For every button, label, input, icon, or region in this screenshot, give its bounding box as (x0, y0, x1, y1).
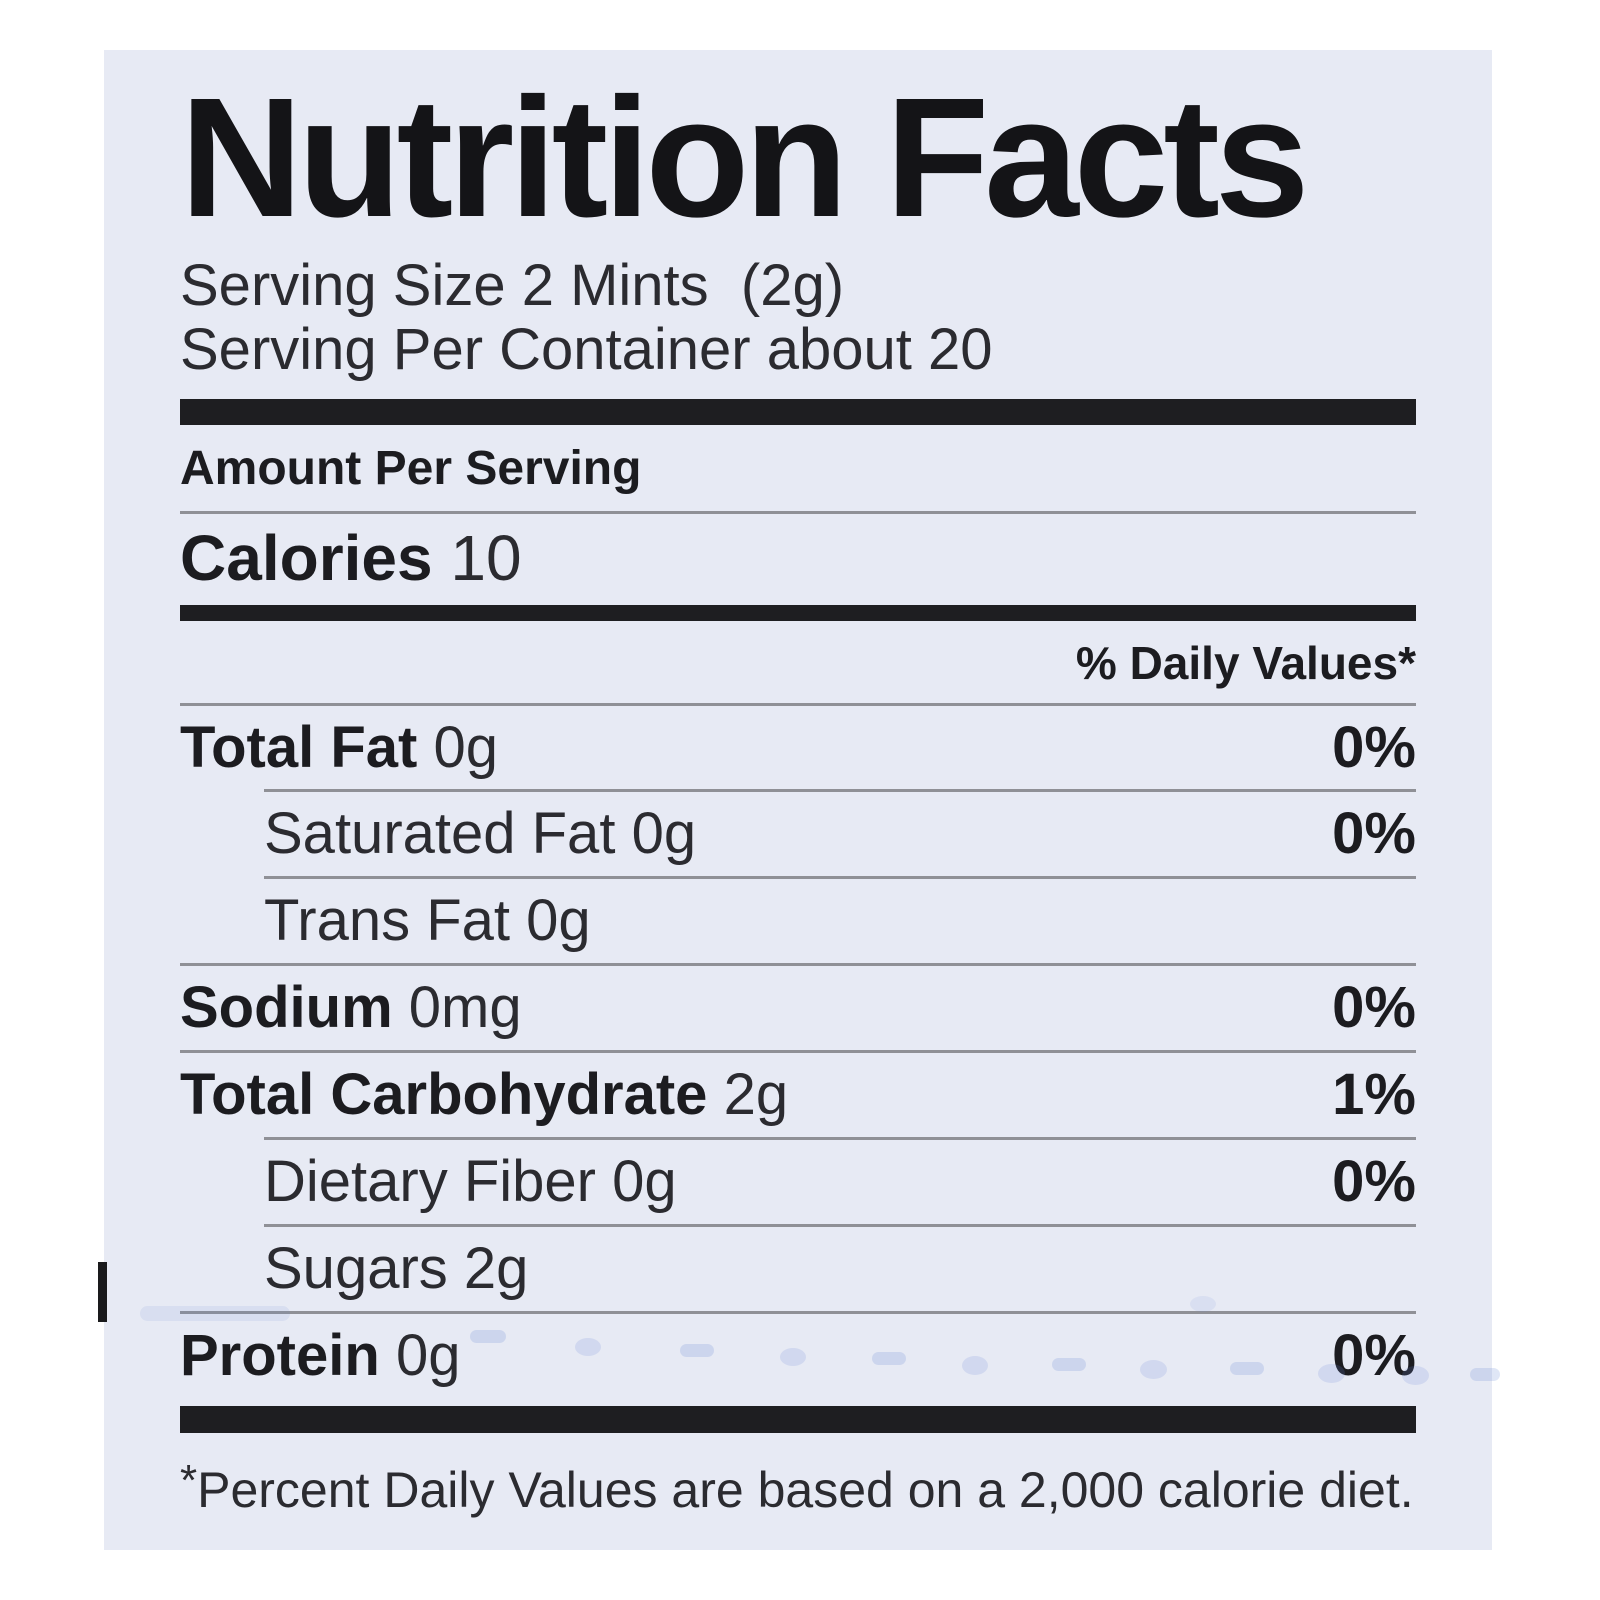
divider-thick-top (180, 399, 1416, 426)
nutrient-daily-value: 0% (1332, 975, 1416, 1041)
scan-artifact (962, 1356, 988, 1375)
calories-label: Calories (180, 522, 433, 595)
nutrient-row-total-carbohydrate: Total Carbohydrate 2g 1% (180, 1050, 1416, 1137)
servings-per-container-line: Serving Per Container about 20 (180, 317, 993, 383)
scan-artifact (140, 1306, 290, 1321)
nutrient-row-sodium: Sodium 0mg 0% (180, 963, 1416, 1050)
nutrient-daily-value: 0% (1332, 1322, 1416, 1388)
nutrient-daily-value: 0% (1332, 801, 1416, 867)
nutrient-daily-value: 0% (1332, 714, 1416, 780)
nutrient-amount: 2g (723, 1062, 789, 1128)
nutrient-name: Trans Fat (264, 888, 511, 954)
nutrient-text: Total Fat 0g (180, 714, 498, 780)
amount-per-serving-header: Amount Per Serving (180, 445, 1416, 515)
nutrient-daily-value: 1% (1332, 1062, 1416, 1128)
nutrient-name: Total Carbohydrate (180, 1062, 708, 1128)
nutrition-facts-label: Nutrition Facts Serving Size 2 Mints (2g… (104, 50, 1492, 1550)
footnote: *Percent Daily Values are based on a 2,0… (180, 1455, 1416, 1518)
scan-artifact (680, 1344, 714, 1357)
nutrient-amount: 0g (433, 714, 498, 780)
nutrient-row-sugars: Sugars 2g (264, 1223, 1416, 1311)
nutrient-row-trans-fat: Trans Fat 0g (264, 876, 1416, 963)
nutrient-text: Sodium 0mg (180, 975, 522, 1041)
divider-thick-bottom (180, 1405, 1416, 1433)
scan-artifact (872, 1352, 906, 1365)
scan-artifact (575, 1338, 601, 1356)
nutrient-text: Total Carbohydrate 2g (180, 1062, 789, 1128)
nutrient-text: Protein 0g (180, 1322, 461, 1388)
footnote-asterisk: * (180, 1455, 198, 1505)
footnote-text: Percent Daily Values are based on a 2,00… (197, 1461, 1414, 1518)
nutrient-amount: 0mg (408, 975, 522, 1041)
scan-artifact (1140, 1360, 1167, 1379)
nutrient-row-dietary-fiber: Dietary Fiber 0g 0% (264, 1137, 1416, 1224)
nutrient-amount: 0g (526, 888, 591, 954)
nutrient-amount: 0g (612, 1149, 677, 1215)
nutrient-amount: 0g (395, 1322, 461, 1388)
nutrient-name: Protein (180, 1322, 380, 1388)
scan-artifact (1402, 1366, 1429, 1385)
calories-value: 10 (450, 522, 522, 595)
nutrient-name: Sugars (264, 1235, 448, 1301)
nutrient-amount: 0g (631, 801, 697, 867)
nutrient-text: Dietary Fiber 0g (264, 1149, 677, 1215)
nutrient-row-total-fat: Total Fat 0g 0% (180, 706, 1416, 790)
scan-artifact (780, 1348, 806, 1366)
scan-artifact (1470, 1368, 1500, 1381)
nutrient-text: Trans Fat 0g (264, 888, 591, 954)
scan-artifact-edge-mark (98, 1262, 107, 1322)
nutrient-name: Sodium (180, 975, 393, 1041)
scan-artifact (1052, 1358, 1086, 1371)
scan-artifact (1190, 1296, 1216, 1312)
scan-artifact (1318, 1364, 1345, 1383)
nutrient-text: Saturated Fat 0g (264, 804, 696, 865)
nutrient-row-saturated-fat: Saturated Fat 0g 0% (264, 789, 1416, 876)
nutrient-amount: 2g (463, 1235, 529, 1301)
divider-medium (180, 604, 1416, 621)
calories-row: Calories 10 (180, 514, 1416, 604)
nutrient-name: Saturated Fat (264, 801, 616, 867)
label-title: Nutrition Facts (180, 63, 1309, 253)
daily-values-header: % Daily Values* (180, 621, 1416, 706)
nutrient-name: Dietary Fiber (264, 1149, 596, 1215)
nutrient-daily-value: 0% (1332, 1149, 1416, 1215)
nutrient-row-protein: Protein 0g 0% (180, 1310, 1416, 1398)
nutrient-text: Sugars 2g (264, 1235, 529, 1301)
scan-artifact (470, 1330, 506, 1343)
serving-size-line: Serving Size 2 Mints (2g) (180, 252, 845, 318)
scan-artifact (1230, 1362, 1264, 1375)
nutrient-name: Total Fat (180, 714, 418, 780)
